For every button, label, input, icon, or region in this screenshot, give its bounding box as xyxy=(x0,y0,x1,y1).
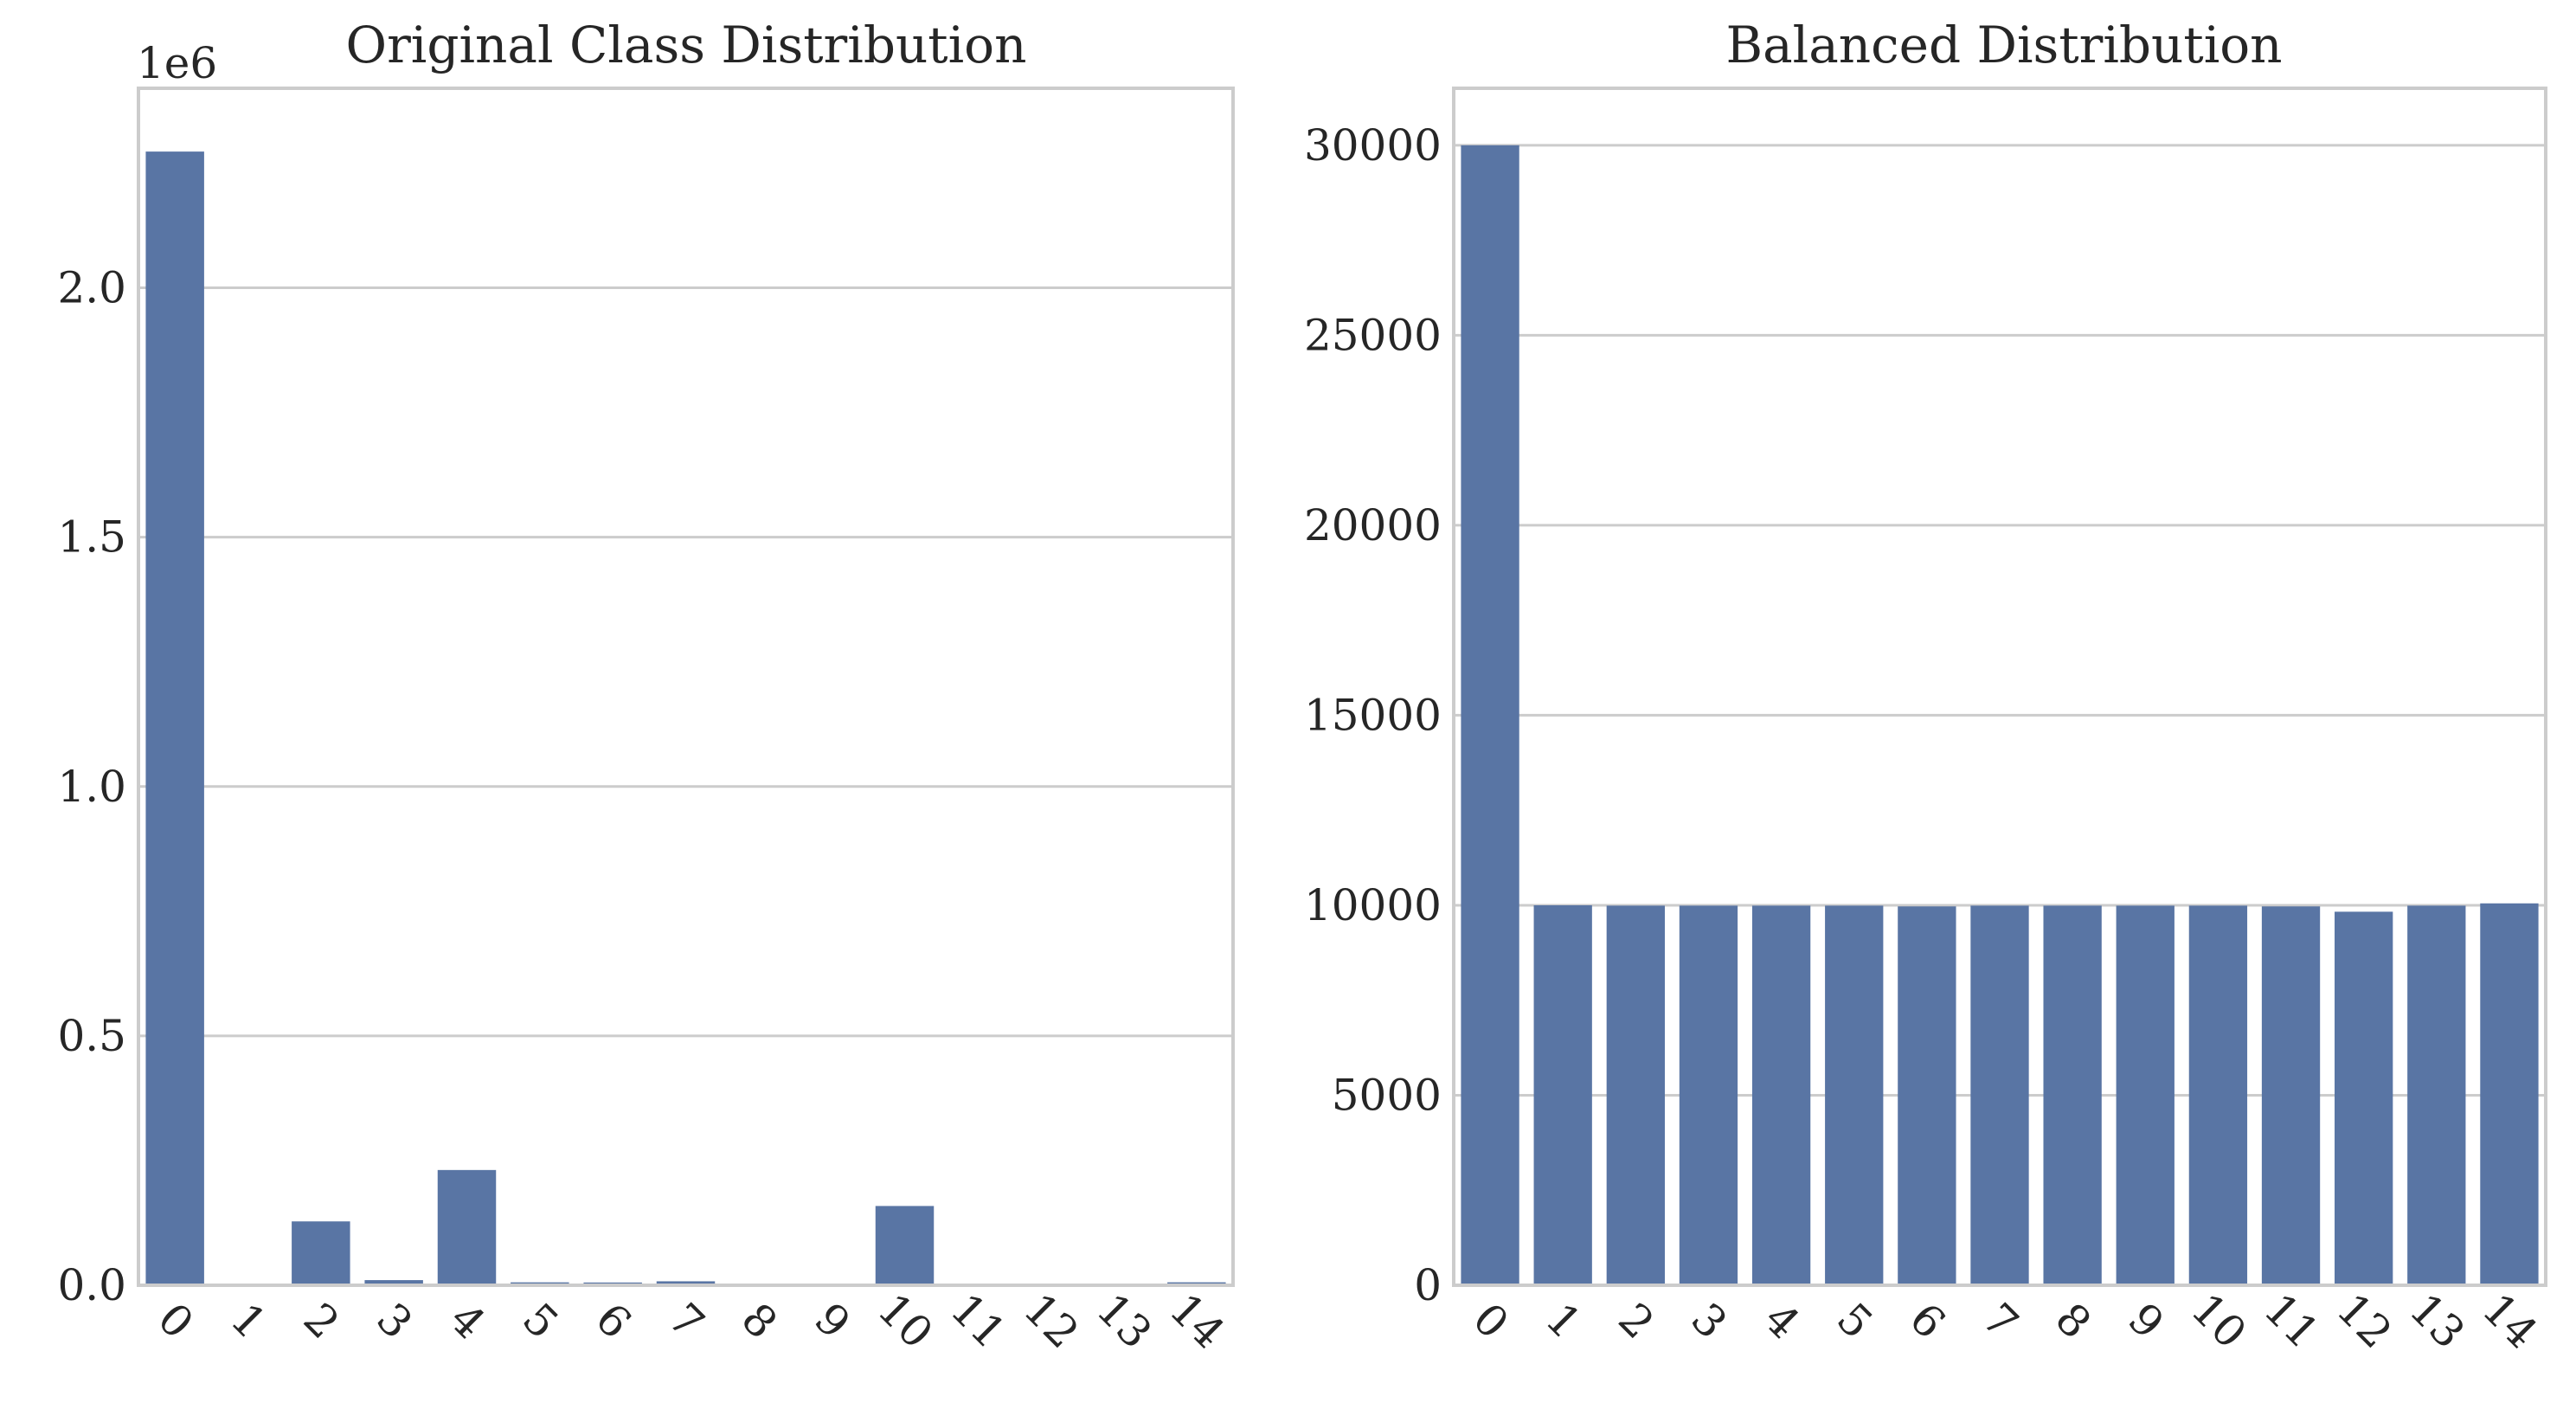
y-tick-label: 20000 xyxy=(1304,500,1442,550)
x-tick-label: 10 xyxy=(868,1284,942,1358)
bar xyxy=(364,1280,423,1285)
x-tick-label: 0 xyxy=(148,1294,203,1349)
x-tick-label: 1 xyxy=(221,1294,276,1349)
y-tick-label: 0 xyxy=(1414,1260,1442,1310)
bar xyxy=(292,1221,350,1285)
x-tick-label: 5 xyxy=(1828,1294,1883,1349)
bar xyxy=(1461,145,1519,1285)
x-tick-label: 9 xyxy=(2118,1294,2174,1349)
bar xyxy=(1970,905,2029,1285)
x-tick-label: 0 xyxy=(1463,1294,1519,1349)
x-tick-label: 9 xyxy=(805,1294,860,1349)
bar xyxy=(145,151,204,1286)
x-tick-label: 13 xyxy=(1087,1284,1161,1358)
x-tick-label: 2 xyxy=(294,1294,350,1349)
bar xyxy=(1751,905,1811,1285)
x-tick-label: 11 xyxy=(2254,1284,2329,1358)
bar xyxy=(1898,906,1956,1285)
bar xyxy=(2335,911,2393,1285)
x-tick-label: 1 xyxy=(1536,1294,1591,1349)
y-offset-label: 1e6 xyxy=(137,38,217,88)
y-tick-labels: 0.0 0.5 1.0 1.5 2.0 xyxy=(57,263,126,1311)
balanced-distribution-chart: Balanced Distribution 050001000015000200… xyxy=(1304,16,2547,1358)
x-tick-label: 11 xyxy=(941,1284,1016,1358)
chart-title: Balanced Distribution xyxy=(1725,16,2282,74)
x-tick-label: 5 xyxy=(513,1294,569,1349)
bar xyxy=(1606,905,1665,1285)
y-tick-label: 0.0 xyxy=(57,1260,126,1310)
x-tick-label: 6 xyxy=(586,1294,641,1349)
y-tick-label: 10000 xyxy=(1304,880,1442,930)
bar xyxy=(2188,905,2248,1285)
x-tick-label: 14 xyxy=(1160,1284,1235,1358)
x-tick-label: 10 xyxy=(2181,1284,2256,1358)
x-tick-label: 8 xyxy=(2046,1294,2101,1349)
gridlines xyxy=(138,286,1233,1038)
bar xyxy=(1679,905,1738,1285)
bars xyxy=(1461,145,2539,1285)
bar xyxy=(2043,905,2102,1285)
y-tick-labels: 0 5000 10000 15000 20000 25000 30000 xyxy=(1304,120,1442,1310)
x-tick-label: 4 xyxy=(1755,1294,1810,1349)
bar xyxy=(1533,904,1592,1285)
x-tick-label: 3 xyxy=(1681,1294,1737,1349)
y-tick-label: 15000 xyxy=(1304,690,1442,740)
x-tick-label: 2 xyxy=(1609,1294,1664,1349)
axes-frame xyxy=(1452,87,2547,1287)
y-tick-label: 0.5 xyxy=(57,1011,126,1061)
y-tick-label: 1.0 xyxy=(57,762,126,812)
y-tick-label: 5000 xyxy=(1332,1070,1442,1120)
x-tick-label: 3 xyxy=(367,1294,422,1349)
bar xyxy=(875,1206,935,1285)
original-distribution-chart: Original Class Distribution 1e6 0.0 0.5 1.… xyxy=(57,16,1235,1358)
y-tick-label: 30000 xyxy=(1304,120,1442,171)
x-tick-label: 6 xyxy=(1900,1294,1956,1349)
bar xyxy=(1825,905,1884,1285)
x-tick-label: 12 xyxy=(1014,1284,1089,1358)
chart-title: Original Class Distribution xyxy=(346,16,1027,74)
y-tick-label: 1.5 xyxy=(57,512,126,563)
x-tick-label: 14 xyxy=(2473,1284,2547,1358)
x-tick-label: 7 xyxy=(1973,1294,2028,1349)
y-tick-label: 25000 xyxy=(1304,310,1442,360)
x-tick-label: 13 xyxy=(2400,1284,2475,1358)
x-tick-label: 7 xyxy=(658,1294,714,1349)
y-tick-label: 2.0 xyxy=(57,263,126,313)
bar xyxy=(2261,906,2321,1285)
bar xyxy=(2480,903,2539,1285)
x-tick-label: 12 xyxy=(2327,1284,2401,1358)
bar xyxy=(656,1281,716,1285)
bar xyxy=(2116,905,2175,1285)
bar xyxy=(437,1169,497,1285)
bar xyxy=(2407,905,2466,1285)
axes-frame xyxy=(137,87,1235,1287)
x-tick-label: 8 xyxy=(732,1294,787,1349)
bars xyxy=(145,151,1226,1286)
x-tick-label: 4 xyxy=(440,1294,495,1349)
